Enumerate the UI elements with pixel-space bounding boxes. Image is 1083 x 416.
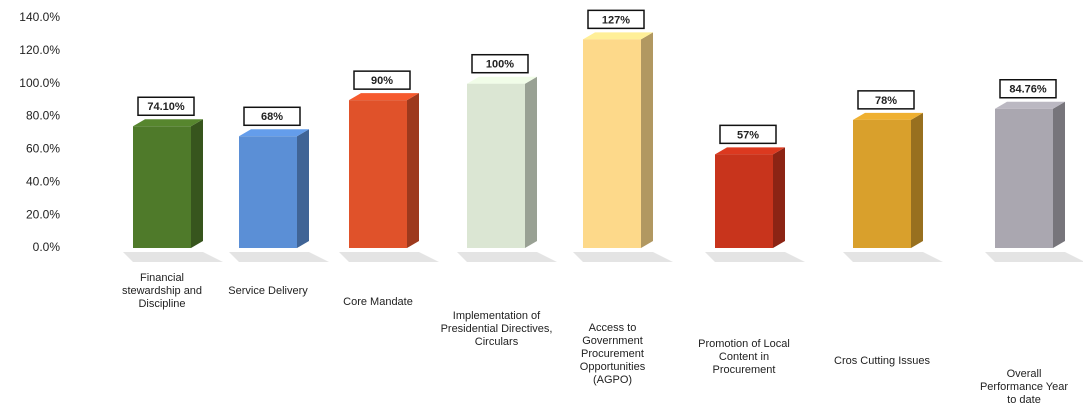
value-label: 127% (602, 14, 630, 26)
x-tick-label: Overall Performance Year to date (979, 368, 1069, 406)
value-label: 74.10% (147, 101, 185, 113)
bar-top (715, 147, 785, 155)
value-label: 84.76% (1009, 84, 1047, 96)
bar-shadow (573, 252, 673, 262)
value-label-box (719, 124, 777, 145)
bar-side (191, 119, 203, 248)
value-label-box (471, 53, 529, 74)
bar-top (349, 93, 419, 101)
y-tick-label: 40.0% (26, 174, 60, 188)
bar-top (583, 32, 653, 40)
value-label-box (243, 106, 301, 127)
bar-side (911, 112, 923, 248)
bar-shadow (457, 252, 557, 262)
value-label-box (857, 90, 915, 110)
bar-shadow (123, 252, 223, 262)
x-tick-label: Cros Cutting Issues (834, 355, 930, 367)
bar (467, 83, 525, 248)
bar-side (407, 93, 419, 249)
y-tick-label: 140.0% (19, 10, 60, 24)
bar-top (467, 76, 537, 84)
value-label: 100% (486, 59, 514, 71)
value-label-box (587, 9, 645, 30)
bar-shadow (843, 252, 943, 262)
bar (133, 126, 191, 248)
x-tick-label: Promotion of Local Content in Procuremen… (698, 338, 790, 376)
bar-shadow (705, 252, 805, 262)
x-tick-label: Core Mandate (343, 296, 413, 308)
bar (995, 108, 1053, 248)
value-label: 90% (371, 75, 393, 87)
x-tick-label: Service Delivery (228, 285, 308, 297)
bar (239, 136, 297, 248)
y-tick-label: 0.0% (33, 240, 61, 254)
value-label: 57% (737, 129, 759, 141)
bar-shadow (985, 252, 1083, 262)
value-label-box (137, 96, 195, 117)
bar-side (1053, 101, 1065, 248)
bar-top (995, 101, 1065, 109)
value-label: 78% (875, 95, 897, 107)
bar-top (239, 129, 309, 137)
bar-shadow (339, 252, 439, 262)
bar (853, 119, 911, 248)
bar-side (297, 129, 309, 248)
y-tick-label: 60.0% (26, 142, 60, 156)
bar-side (525, 76, 537, 248)
y-tick-label: 20.0% (26, 207, 60, 221)
y-tick-label: 120.0% (19, 43, 60, 57)
x-tick-label: Financial stewardship and Discipline (121, 272, 203, 310)
y-tick-label: 80.0% (26, 109, 60, 123)
bar (583, 39, 641, 248)
bar-top (133, 119, 203, 127)
value-label-box (353, 70, 411, 90)
x-tick-label: Access to Government Procurement Opportu… (579, 322, 646, 386)
bar-shadow (229, 252, 329, 262)
bar (715, 154, 773, 248)
y-tick-label: 100.0% (19, 76, 60, 90)
bar-top (853, 112, 923, 120)
bar-side (641, 32, 653, 248)
value-label: 68% (261, 111, 283, 123)
x-tick-label: Implementation of Presidential Directive… (440, 310, 553, 348)
bar-side (773, 147, 785, 248)
bar (349, 100, 407, 249)
value-label-box (999, 79, 1057, 99)
